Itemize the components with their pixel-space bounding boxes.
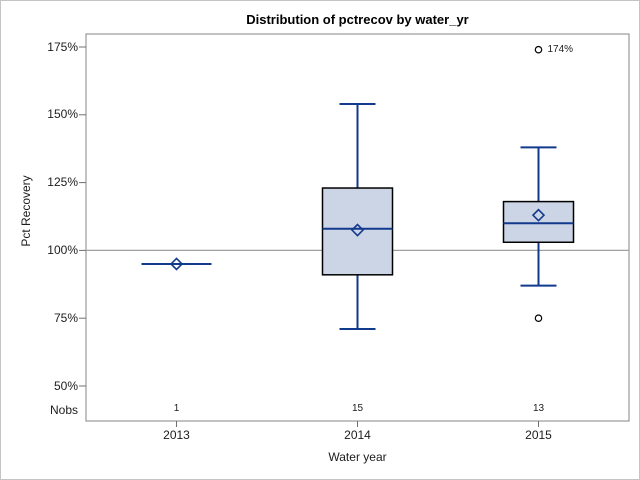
nobs-value: 13 bbox=[532, 403, 545, 414]
box-2015 bbox=[502, 200, 575, 244]
y-tick-label: 100% bbox=[47, 242, 78, 257]
outlier-point bbox=[534, 314, 543, 323]
x-tick-label: 2015 bbox=[525, 428, 552, 442]
x-tick-label: 2013 bbox=[163, 428, 190, 442]
y-tick-label: 125% bbox=[47, 175, 78, 190]
y-tick-label: 175% bbox=[47, 39, 78, 54]
mean-diamond-marker bbox=[350, 223, 365, 237]
nobs-value: 1 bbox=[173, 403, 180, 414]
y-axis-title: Pct Recovery bbox=[19, 175, 33, 247]
outlier-point bbox=[534, 45, 543, 54]
nobs-value: 15 bbox=[351, 403, 364, 414]
x-axis-title: Water year bbox=[328, 450, 387, 464]
mean-diamond-marker bbox=[169, 257, 184, 271]
chart-title: Distribution of pctrecov by water_yr bbox=[246, 12, 469, 27]
y-tick-label: 75% bbox=[53, 310, 78, 325]
mean-diamond-marker bbox=[531, 208, 546, 222]
box-2014 bbox=[321, 187, 394, 276]
y-tick-label: 150% bbox=[47, 107, 78, 122]
y-tick-label: 50% bbox=[53, 378, 78, 393]
x-tick-label: 2014 bbox=[344, 428, 371, 442]
nobs-row-label: Nobs bbox=[49, 403, 78, 417]
outlier-value-label: 174% bbox=[547, 44, 574, 56]
